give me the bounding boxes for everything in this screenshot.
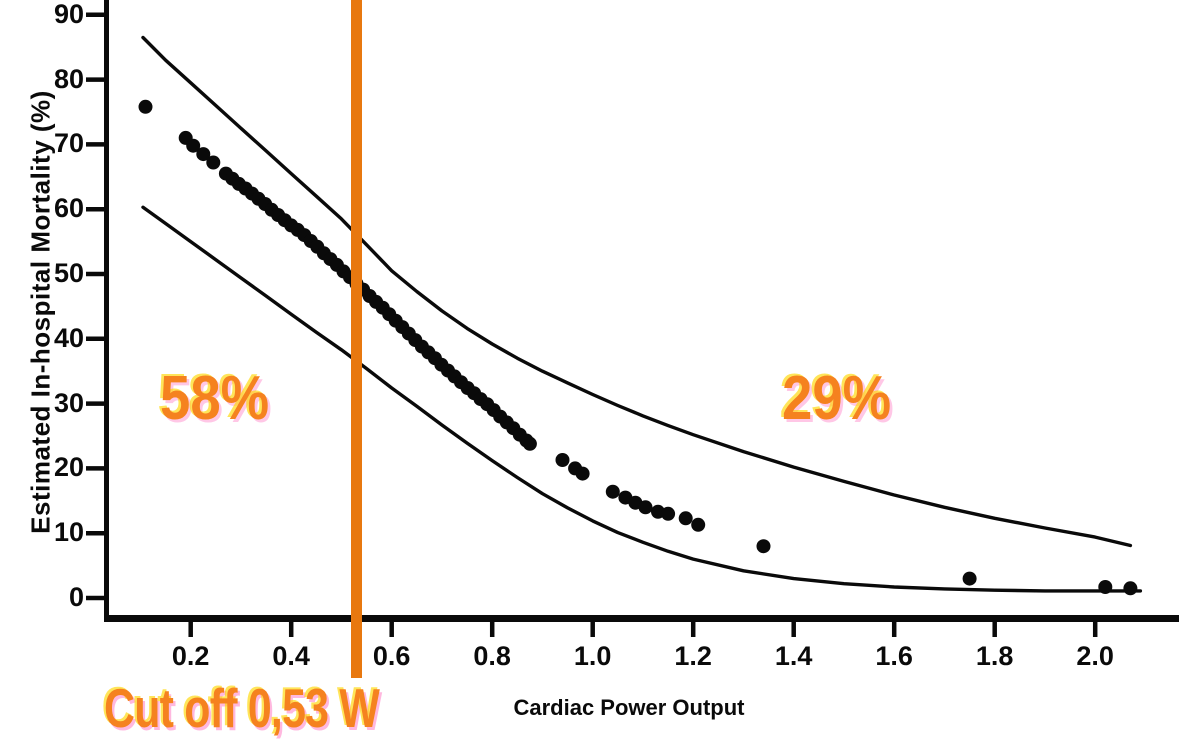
- y-tick-label-40: 40: [53, 322, 84, 353]
- annotation-mortality-right-of-cutoff: 29%: [782, 364, 892, 433]
- annotation-mortality-left-of-cutoff: 58%: [160, 364, 270, 433]
- data-point: [522, 436, 537, 451]
- x-tick-label-0.2: 0.2: [171, 641, 210, 671]
- x-tick-label-1.6: 1.6: [875, 641, 913, 671]
- data-point: [1123, 581, 1138, 596]
- data-point: [661, 506, 676, 521]
- data-point: [138, 99, 153, 114]
- y-tick-label-90: 90: [53, 0, 84, 29]
- upper-confidence-curve: [141, 35, 1133, 548]
- y-tick-label-50: 50: [53, 258, 84, 288]
- x-tick-label-2.0: 2.0: [1076, 641, 1114, 671]
- x-tick-label-0.8: 0.8: [473, 641, 511, 671]
- x-tick-label-0.6: 0.6: [372, 641, 411, 671]
- x-axis-title: Cardiac Power Output: [513, 695, 745, 720]
- data-point: [678, 511, 693, 526]
- data-point: [555, 453, 570, 467]
- data-point: [196, 147, 211, 162]
- y-tick-label-30: 30: [53, 387, 84, 418]
- data-point: [756, 539, 771, 554]
- y-tick-label-80: 80: [53, 63, 84, 94]
- data-point: [186, 138, 201, 153]
- x-tick-label-1.8: 1.8: [975, 641, 1014, 671]
- cutoff-vertical-line: [351, 0, 362, 678]
- y-tick-label-10: 10: [53, 517, 84, 548]
- data-point: [638, 500, 653, 515]
- x-tick-label-0.4: 0.4: [272, 641, 310, 671]
- x-tick-label-1.4: 1.4: [774, 641, 813, 671]
- data-point: [575, 466, 590, 481]
- cutoff-value-label: Cut off 0,53 W: [104, 677, 380, 739]
- data-point: [206, 155, 221, 170]
- x-axis-line: [104, 615, 1179, 622]
- y-tick-label-70: 70: [53, 128, 84, 159]
- y-tick-label-60: 60: [53, 193, 84, 224]
- x-tick-label-1.0: 1.0: [573, 641, 612, 671]
- data-point: [605, 484, 620, 499]
- x-tick-label-1.2: 1.2: [674, 641, 712, 671]
- y-tick-label-20: 20: [53, 452, 84, 483]
- y-tick-label-0: 0: [68, 582, 84, 612]
- lower-confidence-curve: [141, 205, 1143, 593]
- data-point: [691, 517, 706, 532]
- data-point: [962, 571, 977, 586]
- y-axis-line: [104, 0, 109, 622]
